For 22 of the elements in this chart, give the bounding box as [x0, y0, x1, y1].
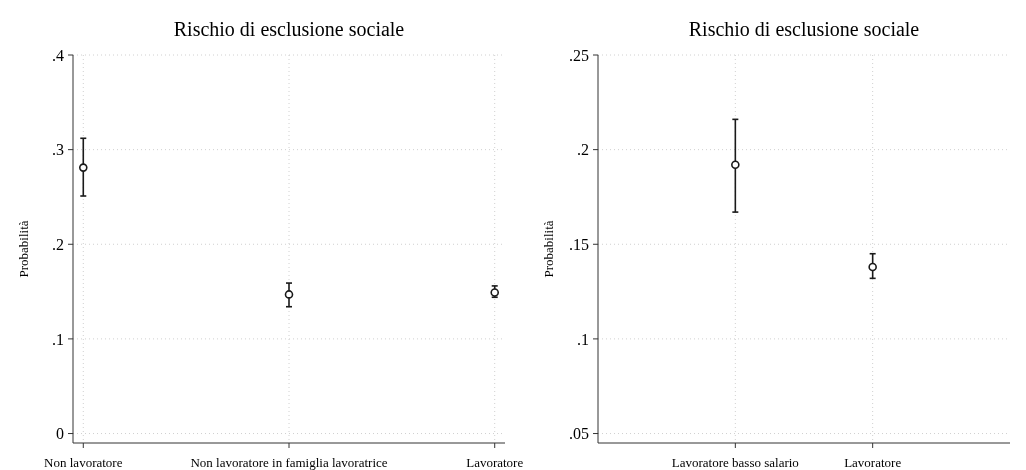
y-axis-title: Probabilità — [16, 220, 31, 278]
x-tick-label: Lavoratore basso salario — [671, 455, 799, 470]
y-tick-label: .15 — [569, 235, 589, 253]
y-tick-label: .4 — [52, 46, 64, 64]
x-tick-label: Non lavoratore in famiglia lavoratrice — [190, 455, 388, 470]
y-tick-label: .2 — [577, 141, 589, 159]
y-tick-label: .25 — [569, 46, 589, 64]
y-tick-label: .05 — [569, 425, 589, 443]
x-tick-label: Lavoratore — [844, 455, 902, 470]
chart-title: Rischio di esclusione sociale — [688, 18, 920, 40]
y-tick-label: .2 — [52, 235, 64, 253]
chart-title: Rischio di esclusione sociale — [173, 18, 405, 40]
y-axis-title: Probabilità — [541, 220, 556, 278]
y-tick-label: .3 — [52, 141, 64, 159]
point — [284, 290, 294, 299]
x-tick-label: Lavoratore — [466, 455, 524, 470]
point — [490, 288, 500, 297]
point — [78, 163, 88, 172]
y-tick-label: .1 — [577, 330, 589, 348]
y-tick-label: .1 — [52, 330, 64, 348]
y-tick-label: 0 — [56, 425, 64, 443]
x-tick-label: Non lavoratore — [44, 455, 123, 470]
